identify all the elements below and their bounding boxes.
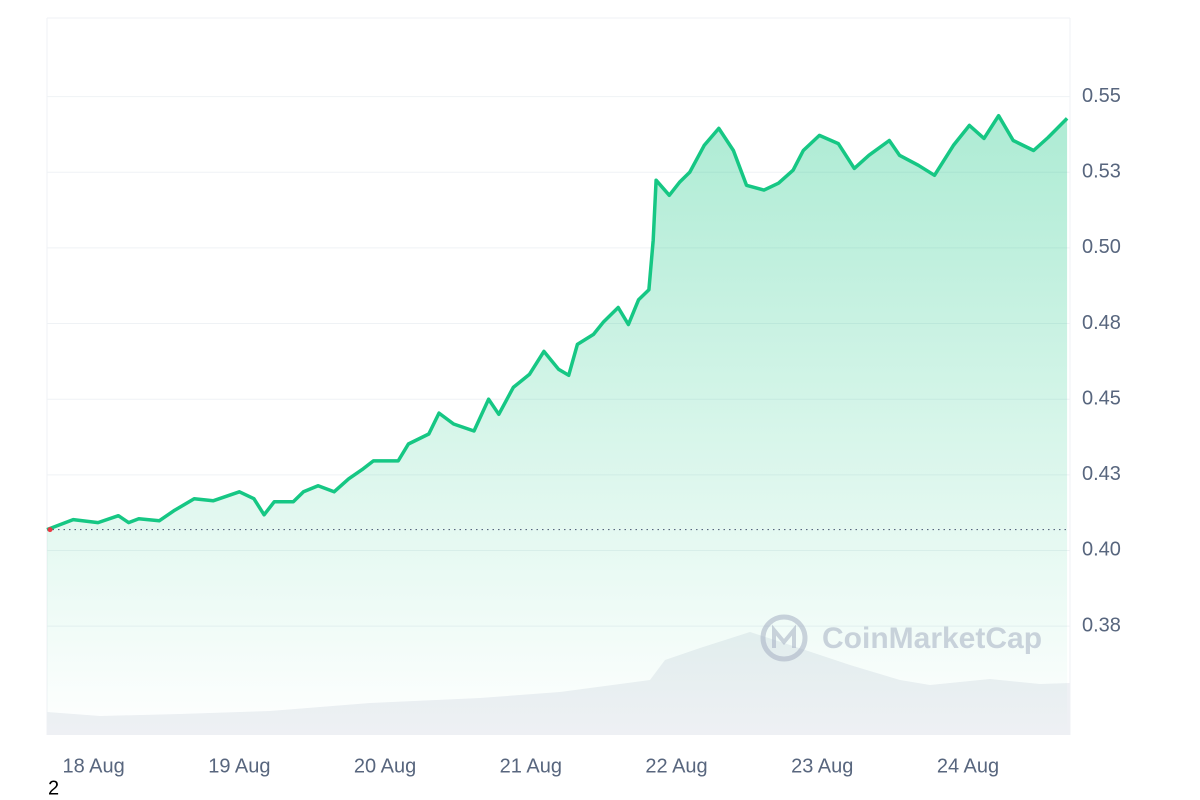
watermark-logo — [760, 614, 808, 662]
y-tick-label: 0.45 — [1082, 387, 1121, 409]
plot: 0.55 0.53 0.50 0.48 0.45 0.43 0.40 0.38 18 Aug 19… — [46, 85, 1121, 777]
x-tick-label: 20 Aug — [354, 755, 416, 777]
start-point — [47, 527, 53, 533]
x-tick-label: 18 Aug — [62, 755, 124, 777]
x-tick-label: 24 Aug — [937, 755, 999, 777]
x-tick-label: 21 Aug — [500, 755, 562, 777]
watermark-logo — [772, 624, 796, 648]
y-tick-label: 0.43 — [1082, 463, 1121, 485]
price-area — [47, 115, 1068, 735]
y-tick-label: 0.38 — [1082, 614, 1121, 636]
y-tick-label: 0.40 — [1082, 539, 1121, 561]
price-line — [46, 113, 1069, 532]
x-tick-label: 22 Aug — [645, 755, 707, 777]
y-tick-label: 0.50 — [1082, 236, 1121, 258]
watermark-text: CoinMarketCap — [822, 622, 1042, 655]
y-tick-label: 0.48 — [1082, 312, 1121, 334]
y-tick-label: 0.53 — [1082, 161, 1121, 183]
footnote: 2 — [48, 777, 59, 799]
watermark: CoinMarketCap — [760, 614, 1042, 662]
y-tick-label: 0.55 — [1082, 85, 1121, 107]
x-tick-label: 19 Aug — [208, 755, 270, 777]
x-tick-label: 23 Aug — [791, 755, 853, 777]
